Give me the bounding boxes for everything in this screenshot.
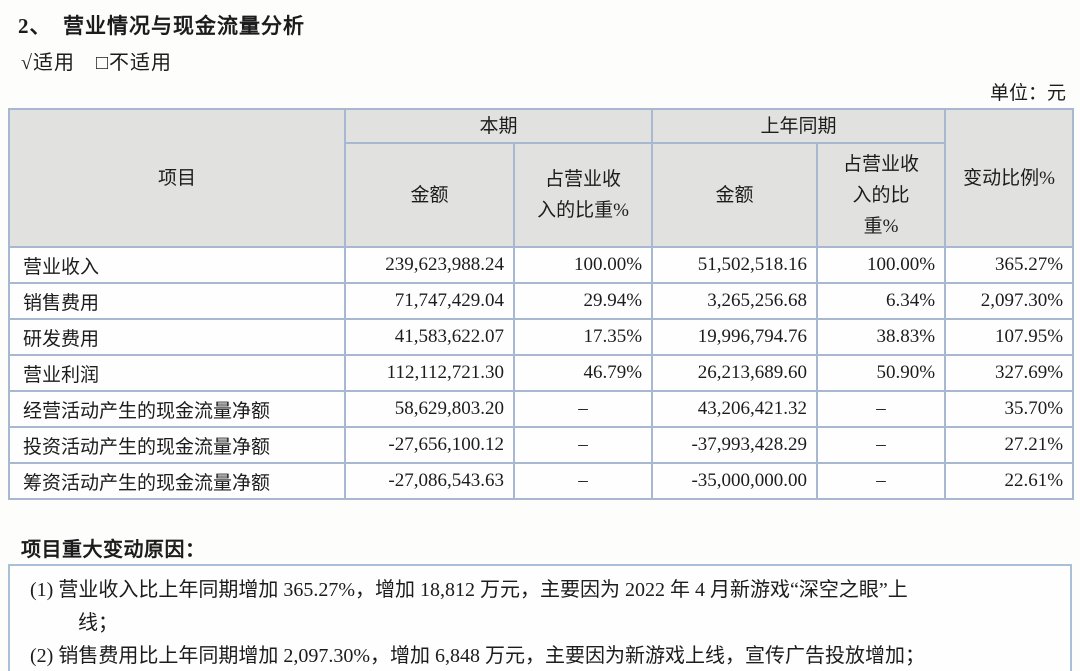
col-header-amount-current: 金额 xyxy=(344,142,515,248)
cell-current-pct: – xyxy=(512,390,654,428)
cell-current-amount: 112,112,721.30 xyxy=(344,354,515,392)
row-item-label: 研发费用 xyxy=(8,318,346,356)
reason-line: (1) 营业收入比上年同期增加 365.27%，增加 18,812 万元，主要因… xyxy=(30,579,908,601)
cell-prior-pct: – xyxy=(816,462,947,500)
cell-current-amount: 239,623,988.24 xyxy=(344,246,515,284)
table-row: 营业利润 112,112,721.30 46.79% 26,213,689.60… xyxy=(8,354,1075,392)
col-header-pct-current: 占营业收 入的比重% xyxy=(512,142,654,248)
table-row: 研发费用 41,583,622.07 17.35% 19,996,794.76 … xyxy=(8,318,1075,356)
row-item-label: 筹资活动产生的现金流量净额 xyxy=(8,462,346,500)
cell-change-ratio: 35.70% xyxy=(944,390,1075,428)
reason-line: 线； xyxy=(78,612,118,634)
cell-prior-pct: 6.34% xyxy=(816,282,947,320)
cell-change-ratio: 107.95% xyxy=(944,318,1075,356)
financial-table: 项目 本期 上年同期 变动比例% 金额 占营业收 入的比重% 金额 占营业收 入… xyxy=(8,108,1075,500)
reason-line: (2) 销售费用比上年同期增加 2,097.30%，增加 6,848 万元，主要… xyxy=(30,645,925,667)
cell-prior-amount: 43,206,421.32 xyxy=(651,390,819,428)
unit-label: 单位：元 xyxy=(989,83,1066,104)
col-header-pct-prior: 占营业收 入的比 重% xyxy=(816,142,947,248)
cell-change-ratio: 365.27% xyxy=(944,246,1075,284)
cell-prior-pct: 100.00% xyxy=(816,246,947,284)
cell-current-pct: – xyxy=(512,426,654,464)
row-item-label: 营业利润 xyxy=(8,354,346,392)
cell-current-amount: 58,629,803.20 xyxy=(344,390,515,428)
cell-change-ratio: 22.61% xyxy=(944,462,1075,500)
cell-prior-amount: -37,993,428.29 xyxy=(651,426,819,464)
cell-current-amount: -27,086,543.63 xyxy=(344,462,515,500)
applicability-note: √适用 □不适用 xyxy=(21,52,173,74)
col-header-current-period: 本期 xyxy=(343,108,654,144)
cell-change-ratio: 27.21% xyxy=(944,426,1075,464)
cell-change-ratio: 327.69% xyxy=(944,354,1075,392)
header-row-1: 项目 本期 上年同期 变动比例% xyxy=(8,108,1075,248)
cell-prior-pct: – xyxy=(816,426,947,464)
table-row: 销售费用 71,747,429.04 29.94% 3,265,256.68 6… xyxy=(8,282,1075,320)
cell-prior-amount: -35,000,000.00 xyxy=(651,462,819,500)
section-title: 2、 营业情况与现金流量分析 xyxy=(18,14,305,38)
cell-current-pct: 29.94% xyxy=(512,282,654,320)
table-row: 投资活动产生的现金流量净额 -27,656,100.12 – -37,993,4… xyxy=(8,426,1075,464)
row-item-label: 销售费用 xyxy=(8,282,346,320)
cell-prior-pct: 50.90% xyxy=(816,354,947,392)
row-item-label: 营业收入 xyxy=(8,246,346,284)
cell-prior-amount: 19,996,794.76 xyxy=(651,318,819,356)
col-header-item: 项目 xyxy=(8,108,346,248)
row-item-label: 投资活动产生的现金流量净额 xyxy=(8,426,346,464)
cell-prior-amount: 51,502,518.16 xyxy=(651,246,819,284)
cell-current-pct: 46.79% xyxy=(512,354,654,392)
cell-current-pct: 17.35% xyxy=(512,318,654,356)
reasons-heading: 项目重大变动原因： xyxy=(21,539,206,561)
table-row: 筹资活动产生的现金流量净额 -27,086,543.63 – -35,000,0… xyxy=(8,462,1075,500)
cell-prior-pct: – xyxy=(816,390,947,428)
table-row: 营业收入 239,623,988.24 100.00% 51,502,518.1… xyxy=(8,246,1075,284)
cell-prior-amount: 3,265,256.68 xyxy=(651,282,819,320)
cell-current-pct: – xyxy=(512,462,654,500)
col-header-amount-prior: 金额 xyxy=(651,142,819,248)
header-row-2: 金额 占营业收 入的比重% 金额 占营业收 入的比 重% xyxy=(9,142,1073,248)
table-row: 经营活动产生的现金流量净额 58,629,803.20 – 43,206,421… xyxy=(8,390,1075,428)
cell-change-ratio: 2,097.30% xyxy=(944,282,1075,320)
cell-current-amount: 71,747,429.04 xyxy=(344,282,515,320)
reasons-box: (1) 营业收入比上年同期增加 365.27%，增加 18,812 万元，主要因… xyxy=(8,564,1072,671)
row-item-label: 经营活动产生的现金流量净额 xyxy=(8,390,346,428)
col-header-change-ratio: 变动比例% xyxy=(944,108,1075,248)
cell-current-amount: -27,656,100.12 xyxy=(344,426,515,464)
cell-current-amount: 41,583,622.07 xyxy=(344,318,515,356)
cell-current-pct: 100.00% xyxy=(512,246,654,284)
col-header-prior-period: 上年同期 xyxy=(651,108,947,144)
cell-prior-amount: 26,213,689.60 xyxy=(651,354,819,392)
cell-prior-pct: 38.83% xyxy=(816,318,947,356)
